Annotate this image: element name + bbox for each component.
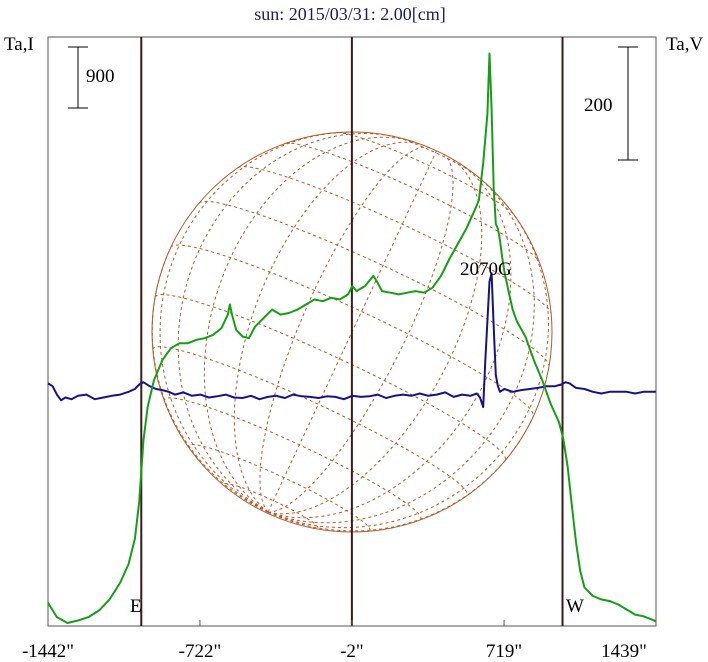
ta-i-curve — [47, 52, 657, 624]
meridian-line — [267, 162, 512, 519]
west-limb-label: W — [566, 596, 584, 617]
meridian-line — [259, 146, 431, 513]
peak-annotation: 2070G — [460, 259, 512, 280]
right-axis-label: Ta,V — [666, 34, 703, 55]
limb-markers — [140, 37, 564, 626]
parallel-line — [188, 444, 371, 532]
meridian-line — [233, 141, 424, 513]
meridian-line — [177, 133, 397, 513]
x-axis-ticks: -1442" -722" -2" 719" 1439" — [22, 620, 657, 662]
x-tick-label: -1442" — [22, 641, 74, 662]
right-scale-value: 200 — [584, 95, 613, 116]
parallel-line — [285, 142, 540, 263]
parallel-line — [223, 482, 319, 529]
meridian-line — [267, 156, 483, 515]
x-tick-label: 719" — [486, 641, 522, 662]
left-scale-value: 900 — [86, 66, 115, 87]
parallel-line — [170, 244, 534, 417]
ta-v-curve — [47, 272, 656, 409]
series-layer — [47, 52, 657, 624]
parallel-line — [152, 346, 468, 497]
left-scale-bar: 900 — [68, 46, 115, 109]
chart-title: sun: 2015/03/31: 2.00[cm] — [254, 4, 446, 24]
x-tick-label: -2" — [340, 641, 364, 662]
meridian-line — [268, 153, 454, 513]
parallel-line — [237, 166, 552, 314]
parallel-line — [163, 397, 422, 521]
x-tick-label: -722" — [179, 641, 222, 662]
parallel-line — [337, 131, 515, 216]
parallel-line — [154, 294, 507, 461]
meridian-line — [267, 198, 549, 529]
east-limb-label: E — [130, 596, 142, 617]
x-tick-label: 1439" — [601, 641, 647, 662]
left-axis-label: Ta,I — [4, 34, 34, 55]
right-scale-bar: 200 — [584, 46, 638, 161]
